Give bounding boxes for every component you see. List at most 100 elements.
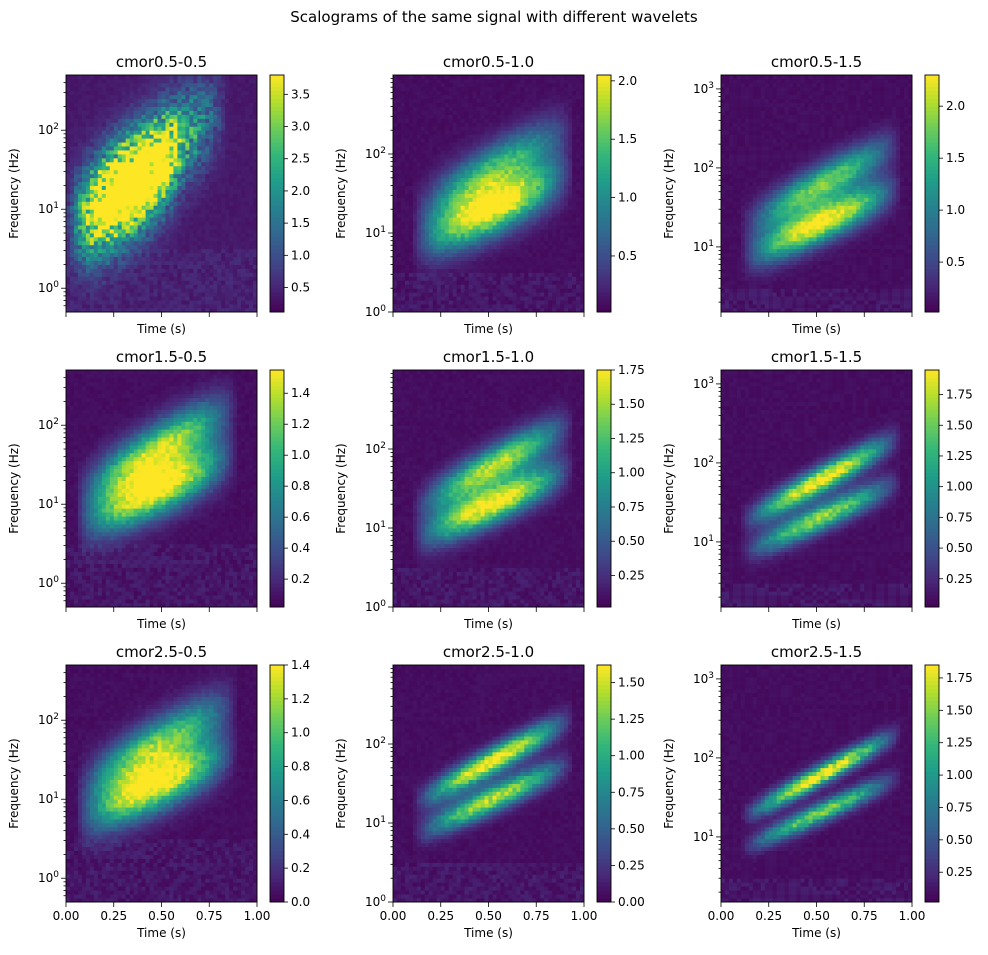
colorbar-tick-label: 1.50 (946, 703, 973, 717)
colorbar-tick-label: 1.25 (618, 431, 645, 445)
colorbar-tick-label: 2.0 (946, 99, 965, 113)
subplot-title: cmor2.5-1.5 (771, 643, 862, 661)
colorbar-tick-label: 2.0 (618, 74, 637, 88)
x-axis-label: Time (s) (136, 926, 186, 940)
colorbar: 0.5 1.0 1.5 2.0 (596, 74, 637, 313)
x-tick-label: 0.75 (851, 909, 878, 923)
colorbar-tick-label: 0.0 (291, 895, 310, 909)
colorbar: 0.0 0.2 0.4 0.6 0.8 1.0 1.2 1.4 (269, 658, 310, 909)
x-axis-label: Time (s) (791, 926, 841, 940)
y-tick-label: 102 (365, 736, 386, 751)
colorbar-frame (924, 369, 940, 608)
colorbar-frame (596, 664, 612, 903)
x-tick-label: 0.25 (755, 909, 782, 923)
subplot-cmor2.5-1.5: cmor2.5-1.5 101 102 103 0.00 0.25 0.50 0.75 1.00… (662, 643, 973, 940)
subplot-cmor1.5-1.5: cmor1.5-1.5 101 102 103 Time (s) Frequency (H… (662, 348, 973, 631)
x-axis-label: Time (s) (463, 926, 513, 940)
x-tick-label: 0.75 (196, 909, 223, 923)
colorbar-tick-label: 1.5 (618, 132, 637, 146)
colorbar-tick-label: 0.2 (291, 572, 310, 586)
y-tick-label: 101 (38, 496, 59, 511)
colorbar-tick-label: 1.00 (946, 768, 973, 782)
y-tick-label: 102 (365, 441, 386, 456)
colorbar-tick-label: 1.00 (946, 480, 973, 494)
subplot-title: cmor1.5-1.5 (771, 348, 862, 366)
x-tick-label: 1.00 (244, 909, 271, 923)
colorbar: 0.5 1.0 1.5 2.0 2.5 3.0 3.5 (269, 74, 310, 313)
colorbar-tick-label: 0.50 (618, 534, 645, 548)
y-tick-label: 100 (365, 599, 386, 614)
y-axis-label: Frequency (Hz) (334, 148, 348, 239)
colorbar-tick-label: 1.2 (291, 692, 310, 706)
colorbar-frame (924, 74, 940, 313)
y-tick-label: 101 (38, 201, 59, 216)
y-tick-label: 101 (38, 791, 59, 806)
y-tick-label: 102 (38, 417, 59, 432)
x-axis-label: Time (s) (136, 322, 186, 336)
heatmap (393, 75, 585, 313)
y-axis-label: Frequency (Hz) (334, 738, 348, 829)
y-axis-label: Frequency (Hz) (662, 148, 676, 239)
heatmap (721, 665, 913, 903)
colorbar-tick-label: 0.75 (618, 785, 645, 799)
colorbar-tick-label: 0.6 (291, 510, 310, 524)
x-tick-label: 0.50 (148, 909, 175, 923)
y-axis-label: Frequency (Hz) (7, 148, 21, 239)
y-tick-label: 101 (693, 239, 714, 254)
colorbar-tick-label: 1.25 (946, 449, 973, 463)
colorbar-tick-label: 1.0 (291, 726, 310, 740)
x-tick-label: 0.25 (100, 909, 127, 923)
colorbar-tick-label: 1.0 (946, 203, 965, 217)
colorbar: 0.25 0.50 0.75 1.00 1.25 1.50 1.75 (924, 369, 973, 608)
colorbar-tick-label: 0.25 (946, 865, 973, 879)
colorbar-tick-label: 0.5 (618, 249, 637, 263)
colorbar-tick-label: 0.50 (618, 822, 645, 836)
figure-suptitle: Scalograms of the same signal with diffe… (290, 8, 698, 26)
y-tick-label: 102 (38, 122, 59, 137)
colorbar-tick-label: 0.75 (946, 800, 973, 814)
x-tick-label: 0.75 (523, 909, 550, 923)
colorbar-tick-label: 0.4 (291, 541, 310, 555)
x-axis-label: Time (s) (136, 617, 186, 631)
colorbar-frame (596, 74, 612, 313)
colorbar-frame (269, 369, 285, 608)
x-tick-label: 1.00 (571, 909, 598, 923)
y-tick-label: 100 (38, 280, 59, 295)
y-tick-label: 101 (693, 829, 714, 844)
heatmap (393, 665, 585, 903)
colorbar-tick-label: 0.25 (946, 572, 973, 586)
x-tick-label: 0.00 (53, 909, 80, 923)
colorbar-tick-label: 1.5 (291, 216, 310, 230)
subplot-cmor0.5-0.5: cmor0.5-0.5 100 101 102 Time (s) Frequency (H… (7, 53, 310, 336)
colorbar-tick-label: 0.00 (618, 895, 645, 909)
y-tick-label: 100 (365, 304, 386, 319)
subplot-title: cmor0.5-1.0 (443, 53, 534, 71)
colorbar-frame (924, 664, 940, 903)
subplot-cmor1.5-0.5: cmor1.5-0.5 100 101 102 Time (s) Frequency (H… (7, 348, 310, 631)
colorbar-tick-label: 1.25 (618, 712, 645, 726)
colorbar: 0.5 1.0 1.5 2.0 (924, 74, 965, 313)
colorbar-tick-label: 1.4 (291, 658, 310, 672)
y-axis-label: Frequency (Hz) (662, 738, 676, 829)
colorbar-tick-label: 1.50 (618, 676, 645, 690)
y-tick-label: 101 (365, 815, 386, 830)
heatmap (721, 75, 913, 313)
y-axis-label: Frequency (Hz) (662, 443, 676, 534)
x-axis-label: Time (s) (463, 322, 513, 336)
colorbar-frame (596, 369, 612, 608)
subplot-title: cmor0.5-0.5 (116, 53, 207, 71)
heatmap (721, 370, 913, 608)
colorbar-tick-label: 0.25 (618, 568, 645, 582)
colorbar-tick-label: 3.0 (291, 120, 310, 134)
colorbar: 0.25 0.50 0.75 1.00 1.25 1.50 1.75 (596, 363, 645, 608)
y-tick-label: 103 (693, 81, 714, 96)
heatmap (393, 370, 585, 608)
panels: cmor0.5-0.5 100 101 102 Time (s) Frequency (H… (7, 53, 973, 940)
colorbar-tick-label: 0.2 (291, 861, 310, 875)
colorbar-tick-label: 0.6 (291, 793, 310, 807)
y-tick-label: 101 (365, 225, 386, 240)
subplot-cmor0.5-1.0: cmor0.5-1.0 100 101 102 Time (s) Frequency (H… (334, 53, 637, 336)
colorbar-tick-label: 1.75 (618, 363, 645, 377)
colorbar: 0.25 0.50 0.75 1.00 1.25 1.50 1.75 (924, 664, 973, 903)
